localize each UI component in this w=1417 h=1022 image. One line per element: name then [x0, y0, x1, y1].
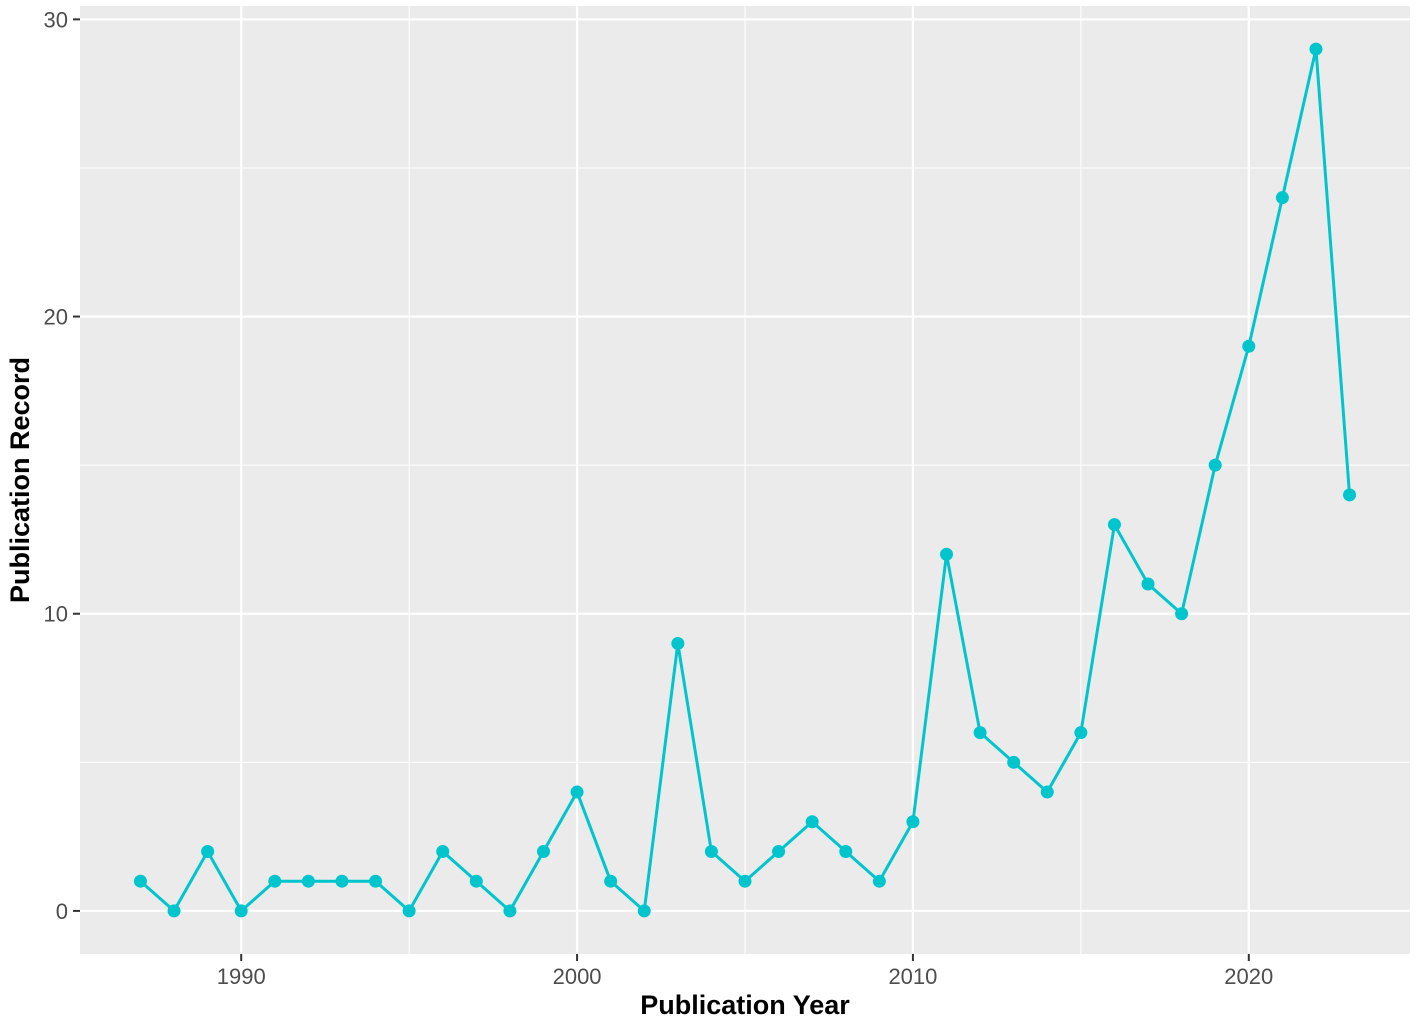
data-point [436, 844, 450, 858]
series-points [133, 42, 1357, 918]
y-tick-label: 10 [44, 602, 68, 627]
data-point [772, 844, 786, 858]
data-point [839, 844, 853, 858]
data-point [637, 904, 651, 918]
data-point [671, 636, 685, 650]
axis-ticks [73, 18, 1250, 961]
data-point [805, 815, 819, 829]
data-point [1040, 785, 1054, 799]
data-point [704, 844, 718, 858]
data-point [503, 904, 517, 918]
data-point [1175, 607, 1189, 621]
data-point [1309, 42, 1323, 56]
x-tick-label: 2010 [888, 964, 937, 989]
data-point [335, 874, 349, 888]
data-point [301, 874, 315, 888]
y-tick-label: 30 [44, 7, 68, 32]
x-tick-label: 2000 [553, 964, 602, 989]
x-axis-title: Publication Year [640, 990, 850, 1020]
data-point [1343, 488, 1357, 502]
y-tick-label: 0 [56, 899, 68, 924]
data-point [133, 874, 147, 888]
data-point [234, 904, 248, 918]
data-point [973, 726, 987, 740]
data-point [369, 874, 383, 888]
data-point [268, 874, 282, 888]
data-point [1107, 518, 1121, 532]
major-gridlines [80, 6, 1410, 954]
data-point [570, 785, 584, 799]
minor-gridlines [80, 6, 1410, 954]
data-point [1242, 339, 1256, 353]
data-point [738, 874, 752, 888]
axis-tick-labels: 1990 2000 2010 2020 0 10 20 30 [44, 7, 1274, 989]
data-point [469, 874, 483, 888]
data-point [1007, 755, 1021, 769]
data-point [906, 815, 920, 829]
x-tick-label: 2020 [1224, 964, 1273, 989]
y-tick-label: 20 [44, 305, 68, 330]
data-point [402, 904, 416, 918]
data-point [940, 547, 954, 561]
data-point [1208, 458, 1222, 472]
x-tick-label: 1990 [217, 964, 266, 989]
y-axis-title: Publication Record [5, 357, 35, 603]
data-point [167, 904, 181, 918]
data-point [201, 844, 215, 858]
data-point [604, 874, 618, 888]
data-point [536, 844, 550, 858]
data-point [1074, 726, 1088, 740]
data-point [1275, 191, 1289, 205]
data-point [1141, 577, 1155, 591]
data-point [872, 874, 886, 888]
